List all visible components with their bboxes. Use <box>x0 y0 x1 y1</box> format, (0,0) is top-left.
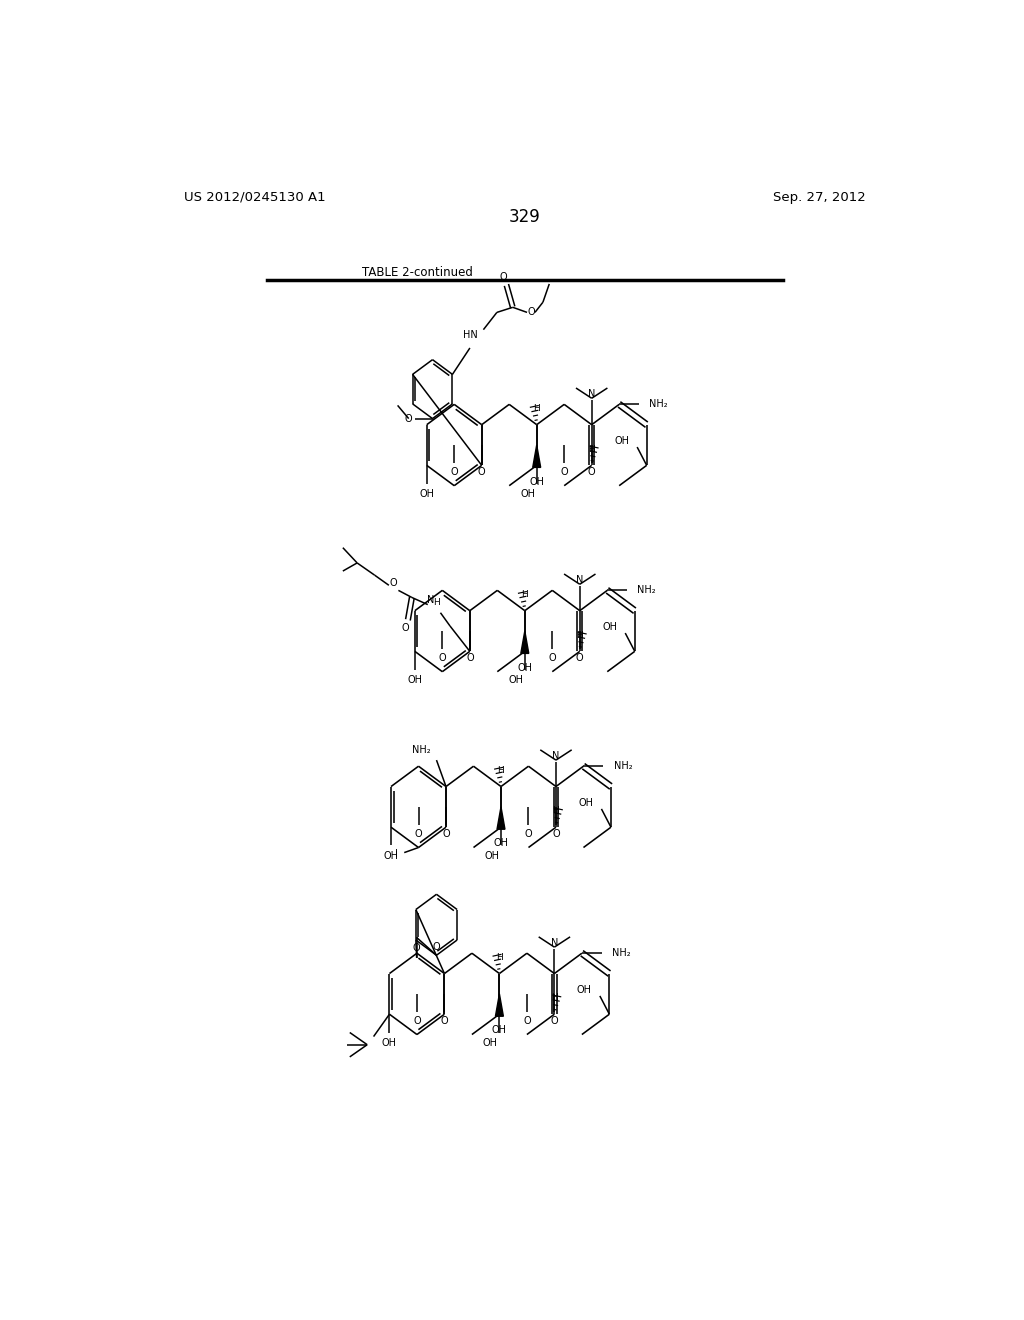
Text: O: O <box>451 467 458 478</box>
Text: O: O <box>404 413 413 424</box>
Text: OH: OH <box>529 477 544 487</box>
Text: O: O <box>415 829 422 840</box>
Text: OH: OH <box>484 850 500 861</box>
Text: H: H <box>521 590 528 599</box>
Text: O: O <box>433 942 440 952</box>
Text: O: O <box>575 653 584 664</box>
Text: N: N <box>427 594 434 605</box>
Text: NH₂: NH₂ <box>613 762 632 771</box>
Text: OH: OH <box>577 985 592 995</box>
Text: NH₂: NH₂ <box>637 585 656 595</box>
Text: H: H <box>577 631 583 640</box>
Text: O: O <box>413 1016 421 1027</box>
Text: O: O <box>440 1016 449 1027</box>
Text: OH: OH <box>408 675 422 685</box>
Polygon shape <box>521 631 528 653</box>
Text: O: O <box>549 653 556 664</box>
Text: OH: OH <box>517 663 532 672</box>
Text: NH₂: NH₂ <box>612 948 631 958</box>
Text: O: O <box>588 467 596 478</box>
Text: O: O <box>552 829 560 840</box>
Text: OH: OH <box>520 488 536 499</box>
Text: H: H <box>551 994 558 1002</box>
Text: N: N <box>588 389 595 399</box>
Text: H: H <box>589 445 595 454</box>
Text: O: O <box>390 578 397 589</box>
Text: O: O <box>466 653 474 664</box>
Text: OH: OH <box>483 1038 498 1048</box>
Text: TABLE 2-continued: TABLE 2-continued <box>362 265 473 279</box>
Polygon shape <box>496 994 504 1016</box>
Polygon shape <box>497 807 505 829</box>
Text: O: O <box>524 829 532 840</box>
Text: O: O <box>528 308 536 317</box>
Text: NH₂: NH₂ <box>412 744 430 755</box>
Text: O: O <box>500 272 507 281</box>
Text: OH: OH <box>494 838 509 849</box>
Text: NH₂: NH₂ <box>649 400 668 409</box>
Polygon shape <box>532 445 541 467</box>
Text: H: H <box>498 766 505 775</box>
Text: O: O <box>551 1016 558 1027</box>
Text: O: O <box>560 467 568 478</box>
Text: HN: HN <box>463 330 478 339</box>
Text: OH: OH <box>508 675 523 685</box>
Text: O: O <box>438 653 446 664</box>
Text: OH: OH <box>614 436 629 446</box>
Text: O: O <box>412 944 420 953</box>
Text: OH: OH <box>579 797 594 808</box>
Text: O: O <box>442 829 450 840</box>
Text: OH: OH <box>382 1038 397 1048</box>
Text: H: H <box>496 953 503 962</box>
Text: OH: OH <box>602 622 617 632</box>
Text: H: H <box>534 404 540 413</box>
Text: US 2012/0245130 A1: US 2012/0245130 A1 <box>183 190 326 203</box>
Text: H: H <box>433 598 440 607</box>
Text: N: N <box>577 576 584 585</box>
Text: O: O <box>478 467 485 478</box>
Text: N: N <box>551 939 558 948</box>
Text: O: O <box>523 1016 530 1027</box>
Text: 329: 329 <box>509 209 541 226</box>
Text: Sep. 27, 2012: Sep. 27, 2012 <box>773 190 866 203</box>
Text: O: O <box>401 623 410 634</box>
Text: OH: OH <box>384 850 398 861</box>
Text: I: I <box>395 849 398 858</box>
Text: N: N <box>552 751 560 762</box>
Text: OH: OH <box>419 488 434 499</box>
Text: OH: OH <box>492 1026 507 1035</box>
Text: H: H <box>553 807 559 816</box>
